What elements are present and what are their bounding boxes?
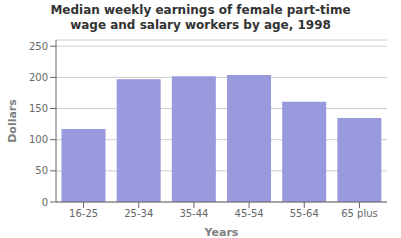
svg-text:Years: Years	[204, 226, 239, 238]
svg-text:65 plus: 65 plus	[341, 208, 378, 219]
svg-text:16-25: 16-25	[69, 208, 98, 219]
html-text:wage and salary workers by age: wage and salary workers by age, 1998	[70, 18, 331, 32]
svg-text:45-54: 45-54	[235, 208, 264, 219]
svg-text:50: 50	[35, 165, 48, 176]
svg-text:0: 0	[42, 197, 48, 208]
svg-text:25-34: 25-34	[124, 208, 153, 219]
svg-text:200: 200	[29, 72, 48, 83]
svg-text:150: 150	[29, 103, 48, 114]
svg-text:250: 250	[29, 41, 48, 52]
svg-text:55-64: 55-64	[290, 208, 319, 219]
svg-text:100: 100	[29, 134, 48, 145]
html-text:Median weekly earnings of fema: Median weekly earnings of female part-ti…	[50, 3, 351, 17]
svg-text:35-44: 35-44	[179, 208, 208, 219]
svg-text:Dollars: Dollars	[6, 99, 19, 143]
